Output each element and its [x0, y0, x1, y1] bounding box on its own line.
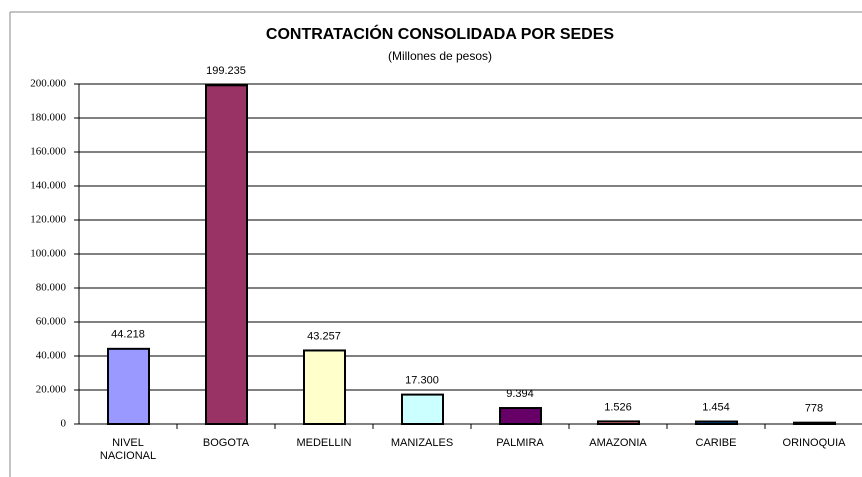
x-tick-label: BOGOTA: [202, 437, 250, 449]
value-label: 1.526: [604, 401, 632, 413]
bar: [303, 349, 346, 426]
y-tick-label: 160.000: [30, 146, 66, 158]
x-tick-label: AMAZONIA: [589, 437, 647, 449]
x-tick-label: MEDELLIN: [296, 437, 352, 449]
value-label: 9.394: [506, 388, 534, 400]
value-label: 17.300: [405, 374, 439, 386]
chart-title: CONTRATACIÓN CONSOLIDADA POR SEDES: [266, 24, 614, 43]
chart-subtitle: (Millones de pesos): [388, 49, 492, 63]
y-tick-label: 20.000: [36, 384, 67, 396]
value-label: 43.257: [307, 330, 341, 342]
x-tick-label: CARIBE: [695, 437, 737, 449]
y-tick-label: 140.000: [30, 180, 66, 192]
value-label: 199.235: [206, 65, 246, 77]
x-tick-label: ORINOQUIA: [782, 437, 846, 449]
value-label: 1.454: [702, 401, 730, 413]
bar: [107, 347, 150, 426]
bar: [499, 407, 542, 426]
bar: [695, 420, 738, 425]
value-label: 44.218: [111, 329, 145, 341]
y-tick-label: 200.000: [30, 78, 66, 90]
value-label: 778: [805, 403, 823, 415]
x-tick-label: NIVEL NACIONAL: [99, 437, 157, 462]
y-tick-label: 40.000: [36, 350, 67, 362]
y-tick-label: 180.000: [30, 112, 66, 124]
bar: [401, 393, 444, 425]
y-tick-label: 0: [61, 418, 67, 430]
x-tick-label: PALMIRA: [496, 437, 544, 449]
bar: [205, 84, 248, 425]
y-tick-label: 60.000: [36, 316, 67, 328]
y-tick-label: 120.000: [30, 214, 66, 226]
bar: [793, 421, 836, 425]
y-tick-label: 100.000: [30, 248, 66, 260]
x-tick-label: MANIZALES: [390, 437, 454, 449]
bar: [597, 420, 640, 425]
y-tick-label: 80.000: [36, 282, 67, 294]
